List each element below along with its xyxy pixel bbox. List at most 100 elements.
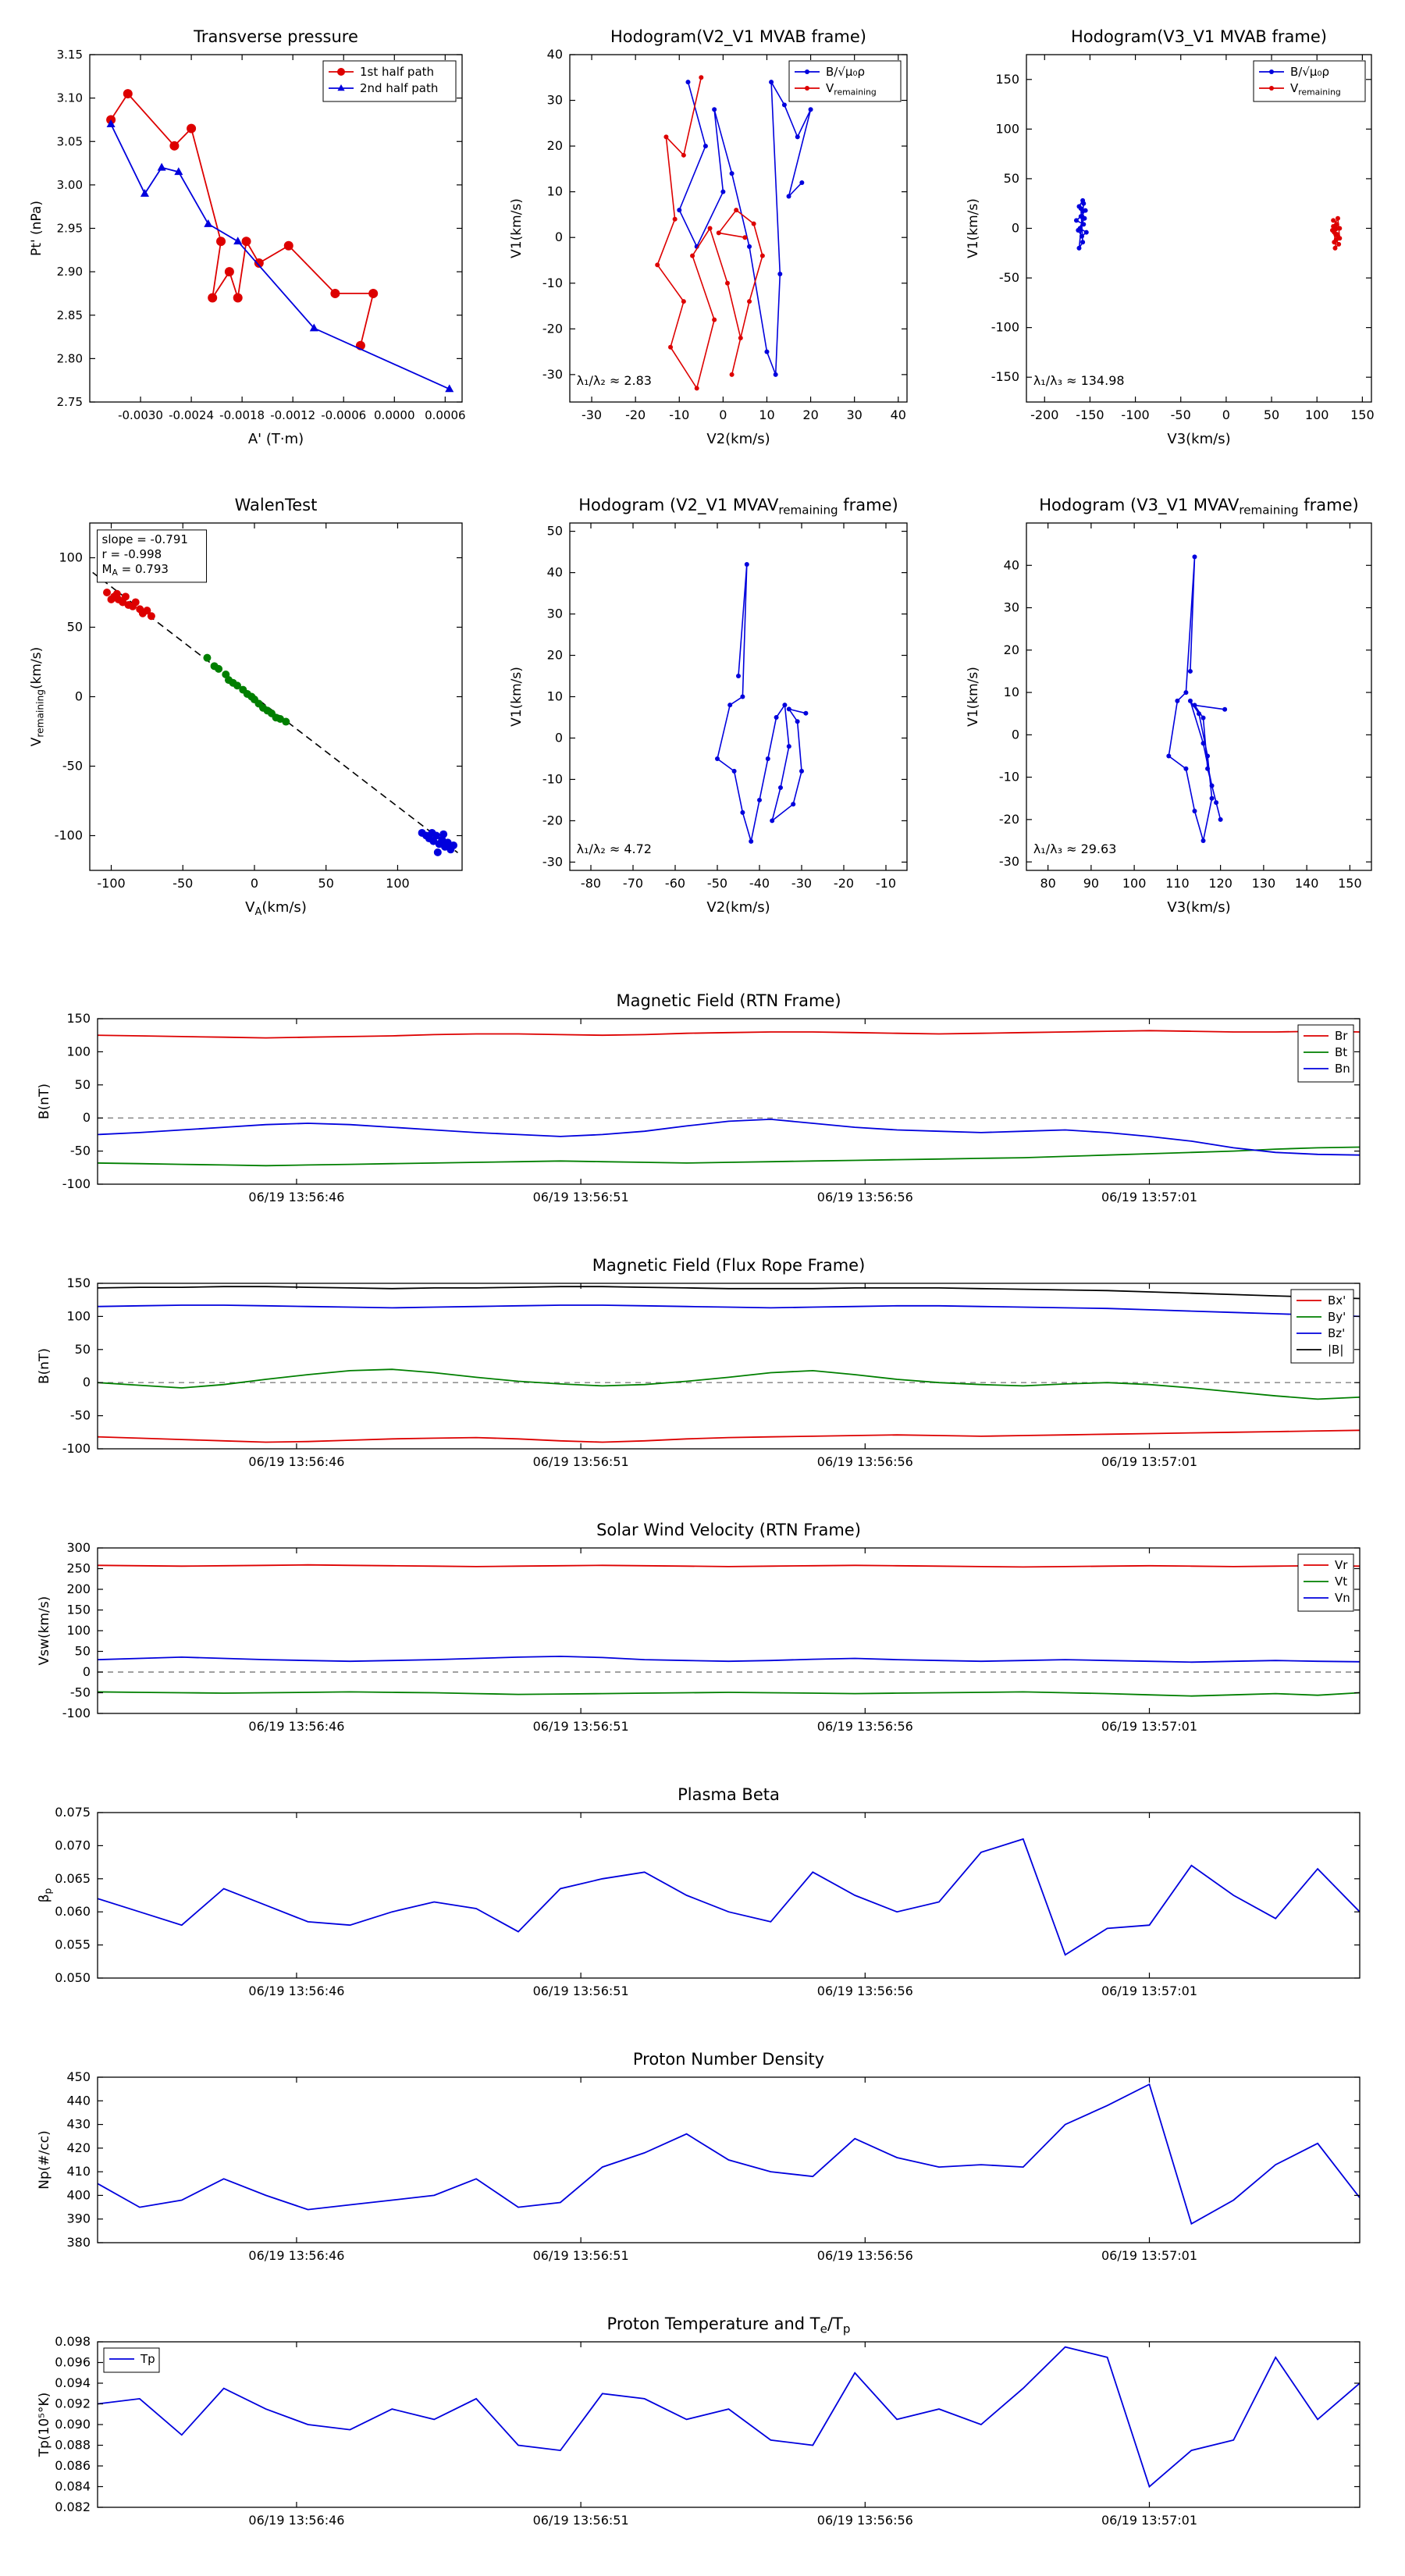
y-tick-label: 10 [547,184,563,199]
y-tick-label: 440 [66,2093,91,2108]
y-tick-label: 10 [547,689,563,704]
panel-hodogram-v2v1-mvav: -80 -70 -60 -50 -40 -30 -20 -10 -30 -20 -10 0 10 20 30… [503,488,921,921]
axes-frame [1026,522,1372,871]
x-tick-label: 06/19 13:56:51 [533,2513,629,2528]
x-tick-label: 0 [251,876,258,891]
x-tick-label: -70 [623,876,643,891]
x-tick-label: -0.0018 [219,408,265,422]
y-tick-label: -100 [62,1706,91,1720]
series-V-hodogram [1166,554,1228,844]
y-tick-label: 50 [1004,171,1019,186]
annotation-line: slope = -0.791 [102,532,188,546]
legend-label: Vn [1335,1591,1350,1605]
y-axis-label: Tp(10⁵°K) [37,2393,52,2458]
y-tick-label: 0.070 [55,1838,91,1852]
x-axis: 06/19 13:56:46 06/19 13:56:51 06/19 13:56:… [248,2077,1197,2263]
y-axis-label: B(nT) [37,1083,52,1119]
axes-frame [569,54,908,403]
y-tick-label: 0.094 [55,2375,91,2390]
y-axis: -30 -20 -10 0 10 20 30 40 50 [542,524,907,869]
y-tick-label: -20 [542,813,563,827]
y-tick-label: -150 [991,369,1019,384]
x-tick-label: 06/19 13:56:56 [817,1984,913,1998]
y-tick-label: 50 [75,1077,91,1092]
x-tick-label: -150 [1076,407,1104,422]
y-axis-label: B(nT) [37,1348,52,1384]
y-tick-label: 420 [66,2140,91,2155]
chart-plasma_beta: 06/19 13:56:46 06/19 13:56:51 06/19 13:56:… [37,1785,1361,1998]
legend-label: B/√μ₀ρ [1290,65,1329,79]
x-tick-label: -50 [707,876,727,891]
series-second-half-path [106,119,454,393]
chart-mag_fluxrope: 06/19 13:56:46 06/19 13:56:51 06/19 13:56:… [37,1256,1361,1469]
axes-frame [97,2076,1361,2243]
series-B-hodogram [1073,197,1089,251]
chart-title: Magnetic Field (Flux Rope Frame) [592,1256,866,1275]
y-tick-label: -10 [542,276,563,290]
chart-transverse_pressure: -0.0030 -0.0024 -0.0018 -0.0012 -0.0006 0.000… [29,27,466,447]
y-tick-label: 40 [547,47,563,62]
legend: 1st half path 2nd half path [322,60,457,102]
series-cluster-blue [418,828,457,856]
x-tick-label: 06/19 13:56:56 [817,1719,913,1734]
annotation: λ₁/λ₂ ≈ 4.72 [577,841,652,856]
y-tick-label: 20 [547,138,563,153]
x-tick-label: 06/19 13:57:01 [1101,2513,1197,2528]
x-axis: -80 -70 -60 -50 -40 -30 -20 -10 [581,523,896,891]
chart-title: Proton Number Density [633,2050,824,2069]
x-tick-label: -0.0012 [270,408,315,422]
y-tick-label: -100 [991,320,1019,335]
y-tick-label: 0 [1012,221,1019,236]
x-tick-label: 100 [1122,876,1147,891]
panel-mag-fluxrope: 06/19 13:56:46 06/19 13:56:51 06/19 13:56:… [31,1252,1374,1486]
legend-label: B/√μ₀ρ [826,65,865,79]
annotation-line: r = -0.998 [102,547,162,561]
series-Vt [98,1691,1360,1697]
y-tick-label: 2.95 [57,222,83,236]
y-axis: -100 -50 0 50 100 150 [62,1276,1360,1456]
y-tick-label: 50 [75,1644,91,1659]
x-tick-label: 150 [1350,407,1375,422]
x-tick-label: -20 [834,876,854,891]
chart-walen_test: -100 -50 0 50 100 -100 -50 0 50 100 WalenTest VA(km… [29,496,463,918]
x-axis: -100 -50 0 50 100 [97,523,410,891]
y-axis: 0.082 0.084 0.086 0.088 0.090 0.092 0.094 0.096… [55,2334,1360,2514]
y-tick-label: 2.75 [57,395,83,409]
annotation: λ₁/λ₂ ≈ 2.83 [577,373,652,388]
y-tick-label: 0.050 [55,1970,91,1985]
y-axis: -100 -50 0 50 100 150 [62,1011,1360,1191]
x-tick-label: 50 [318,876,334,891]
y-axis: -100 -50 0 50 100 [55,550,462,843]
chart-hodogram_v2v1_mvav: -80 -70 -60 -50 -40 -30 -20 -10 -30 -20 -10 0 10 20 30… [509,496,908,916]
legend-label: Bt [1335,1045,1347,1059]
legend-label: Vr [1335,1558,1348,1572]
x-tick-label: 06/19 13:56:56 [817,1454,913,1469]
legend: Br Bt Bn [1297,1024,1354,1083]
y-tick-label: 50 [75,1342,91,1357]
y-tick-label: -50 [62,759,83,774]
y-axis-label: V1(km/s) [966,198,981,258]
y-tick-label: -30 [999,854,1019,869]
y-tick-label: -10 [542,771,563,786]
x-tick-label: 50 [1264,407,1279,422]
x-tick-label: 06/19 13:56:56 [817,2248,913,2263]
series-Br [98,1030,1360,1039]
x-axis: 06/19 13:56:46 06/19 13:56:51 06/19 13:56:… [248,1019,1197,1204]
legend-label: Tp [140,2352,155,2366]
panel-vsw-rtn: 06/19 13:56:46 06/19 13:56:51 06/19 13:56:… [31,1517,1374,1751]
x-axis: 80 90 100 110 120 130 140 150 [1040,523,1362,891]
x-tick-label: 100 [1305,407,1329,422]
x-axis-label: V3(km/s) [1167,899,1230,916]
x-tick-label: 06/19 13:56:51 [533,1190,629,1204]
y-tick-label: 0.096 [55,2355,91,2370]
y-tick-label: 410 [66,2164,91,2179]
x-tick-label: 140 [1295,876,1319,891]
legend-label: Vremaining [826,81,877,97]
legend-label: Bn [1335,1062,1350,1076]
y-axis: -30 -20 -10 0 10 20 30 40 [999,557,1371,869]
annotation: λ₁/λ₃ ≈ 134.98 [1033,373,1125,388]
y-axis-label: Pt' (nPa) [29,201,44,256]
x-tick-label: -20 [625,407,646,422]
annotation: λ₁/λ₃ ≈ 29.63 [1033,841,1117,856]
